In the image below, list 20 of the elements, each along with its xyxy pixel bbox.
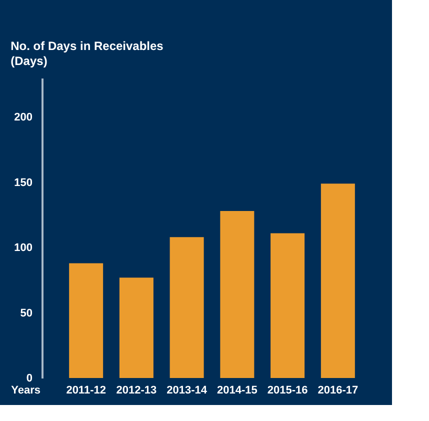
x-axis-title: Years bbox=[11, 384, 40, 396]
x-tick-label: 2011-12 bbox=[66, 384, 106, 396]
y-tick-label: 150 bbox=[14, 176, 32, 189]
x-tick-label: 2012-13 bbox=[116, 384, 157, 396]
bar bbox=[69, 263, 104, 378]
y-tick-label: 50 bbox=[20, 307, 32, 320]
bar bbox=[119, 278, 154, 378]
bar bbox=[220, 211, 254, 378]
bar bbox=[320, 184, 355, 378]
bar bbox=[270, 233, 305, 378]
chart-title: No. of Days in Receivables bbox=[10, 39, 164, 53]
x-tick-label: 2014-15 bbox=[217, 384, 258, 396]
x-tick-label: 2016-17 bbox=[318, 384, 358, 396]
y-tick-label: 100 bbox=[14, 242, 32, 254]
y-tick-label: 200 bbox=[14, 112, 32, 124]
chart-subtitle: (Days) bbox=[10, 54, 48, 68]
bar bbox=[170, 237, 204, 378]
x-tick-label: 2015-16 bbox=[267, 384, 308, 396]
x-tick-label: 2013-14 bbox=[166, 384, 208, 396]
y-tick-label: 0 bbox=[26, 372, 32, 384]
